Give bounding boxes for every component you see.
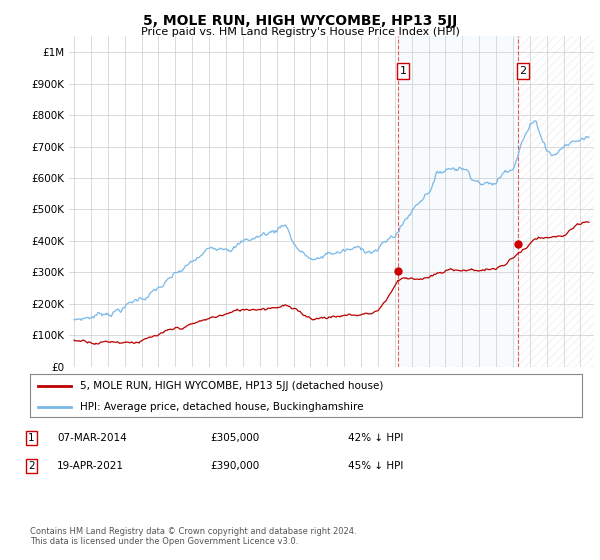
Text: 2: 2: [28, 461, 35, 471]
Text: 1: 1: [28, 433, 35, 443]
Text: £305,000: £305,000: [210, 433, 259, 443]
Text: Contains HM Land Registry data © Crown copyright and database right 2024.
This d: Contains HM Land Registry data © Crown c…: [30, 526, 356, 546]
Text: 5, MOLE RUN, HIGH WYCOMBE, HP13 5JJ: 5, MOLE RUN, HIGH WYCOMBE, HP13 5JJ: [143, 14, 457, 28]
Bar: [518, 36, 598, 367]
Text: 2: 2: [520, 66, 527, 76]
Text: 42% ↓ HPI: 42% ↓ HPI: [348, 433, 403, 443]
Bar: [398, 36, 518, 367]
Text: 1: 1: [400, 66, 406, 76]
Text: 5, MOLE RUN, HIGH WYCOMBE, HP13 5JJ (detached house): 5, MOLE RUN, HIGH WYCOMBE, HP13 5JJ (det…: [80, 381, 383, 391]
Text: HPI: Average price, detached house, Buckinghamshire: HPI: Average price, detached house, Buck…: [80, 402, 363, 412]
Text: Price paid vs. HM Land Registry's House Price Index (HPI): Price paid vs. HM Land Registry's House …: [140, 27, 460, 37]
Text: 19-APR-2021: 19-APR-2021: [57, 461, 124, 471]
Text: 45% ↓ HPI: 45% ↓ HPI: [348, 461, 403, 471]
Text: £390,000: £390,000: [210, 461, 259, 471]
Text: 07-MAR-2014: 07-MAR-2014: [57, 433, 127, 443]
